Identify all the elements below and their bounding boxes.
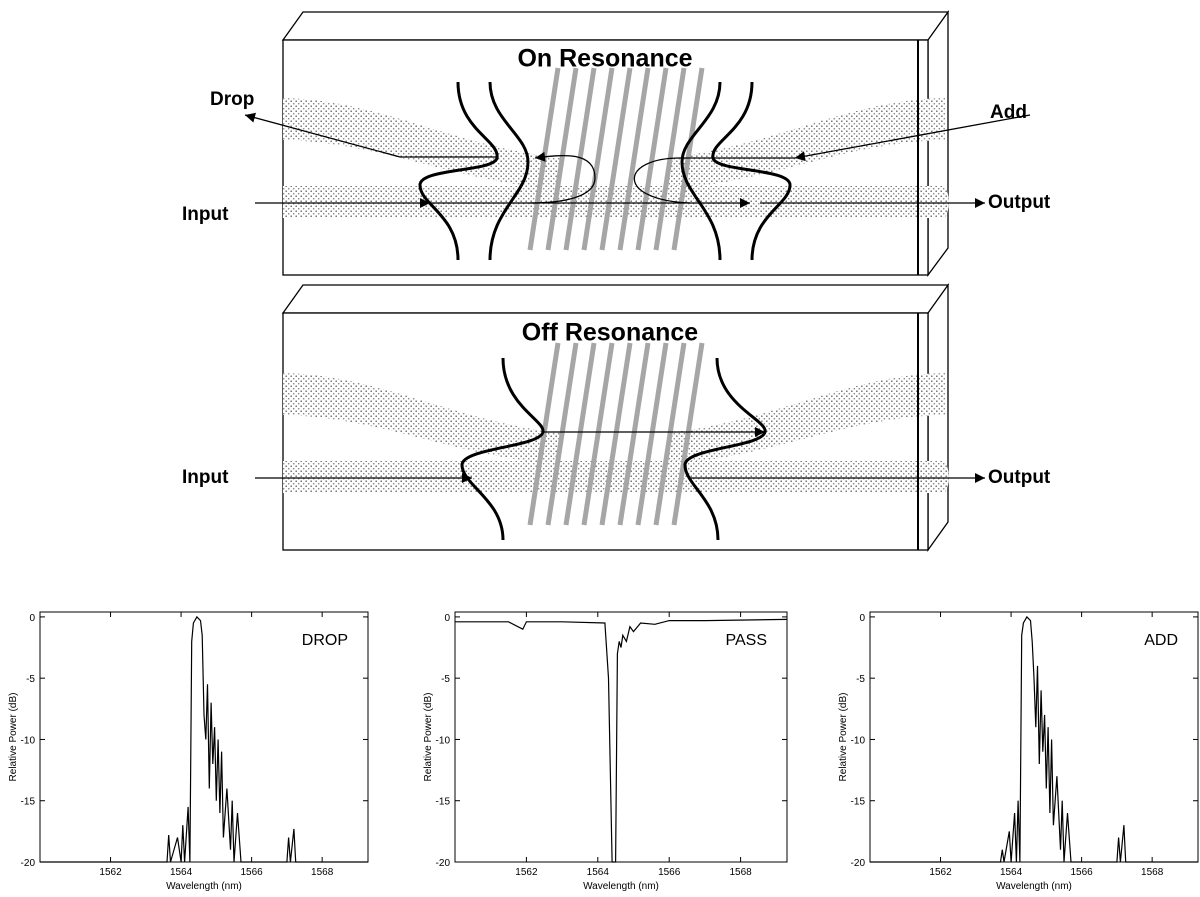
x-axis-label: Wavelength (nm) [166, 881, 242, 892]
y-tick-label: 0 [444, 613, 450, 624]
panel-title: Off Resonance [522, 319, 699, 347]
y-tick-label: -5 [856, 674, 865, 685]
y-tick-label: -10 [851, 735, 866, 746]
x-tick-label: 1566 [1070, 867, 1093, 878]
port-label: Input [182, 467, 229, 488]
spectrum-line [40, 615, 368, 863]
chart-title: PASS [726, 632, 768, 649]
y-tick-label: 0 [29, 613, 35, 624]
y-axis-label: Relative Power (dB) [8, 693, 19, 782]
x-tick-label: 1566 [240, 867, 263, 878]
y-tick-label: -20 [436, 858, 451, 869]
x-axis-label: Wavelength (nm) [583, 881, 659, 892]
port-label: Input [182, 204, 229, 225]
chart-title: ADD [1144, 632, 1178, 649]
port-label: Add [990, 102, 1027, 123]
spectrum-line [870, 615, 1198, 863]
off-resonance-panel: Off Resonance Input Output [182, 282, 1051, 553]
plot-frame [869, 611, 1199, 863]
chart-title: DROP [302, 632, 348, 649]
y-tick-label: -15 [21, 797, 36, 808]
plot-frame [454, 611, 788, 863]
y-tick-label: -20 [21, 858, 36, 869]
y-tick-label: -15 [851, 797, 866, 808]
y-tick-label: -10 [21, 735, 36, 746]
x-tick-label: 1562 [99, 867, 122, 878]
port-label: Output [988, 467, 1051, 488]
on-resonance-panel: On Resonance Drop Add Input Output [182, 9, 1051, 277]
y-tick-label: 0 [859, 613, 865, 624]
x-tick-label: 1568 [311, 867, 334, 878]
x-tick-label: 1568 [729, 867, 752, 878]
y-tick-label: -20 [851, 858, 866, 869]
x-tick-label: 1566 [658, 867, 681, 878]
panel-title: On Resonance [517, 45, 692, 73]
port-label: Output [988, 192, 1051, 213]
x-tick-label: 1562 [515, 867, 538, 878]
x-tick-label: 1564 [170, 867, 193, 878]
port-label: Drop [210, 89, 254, 110]
y-tick-label: -10 [436, 735, 451, 746]
x-tick-label: 1564 [1000, 867, 1023, 878]
y-tick-label: -5 [441, 674, 450, 685]
x-tick-label: 1564 [587, 867, 610, 878]
plot-frame [39, 611, 369, 863]
x-tick-label: 1562 [929, 867, 952, 878]
y-tick-label: -5 [26, 674, 35, 685]
y-axis-label: Relative Power (dB) [838, 693, 849, 782]
x-axis-label: Wavelength (nm) [996, 881, 1072, 892]
y-tick-label: -15 [436, 797, 451, 808]
spectrum-line [455, 618, 788, 863]
y-axis-label: Relative Power (dB) [423, 693, 434, 782]
x-tick-label: 1568 [1141, 867, 1164, 878]
